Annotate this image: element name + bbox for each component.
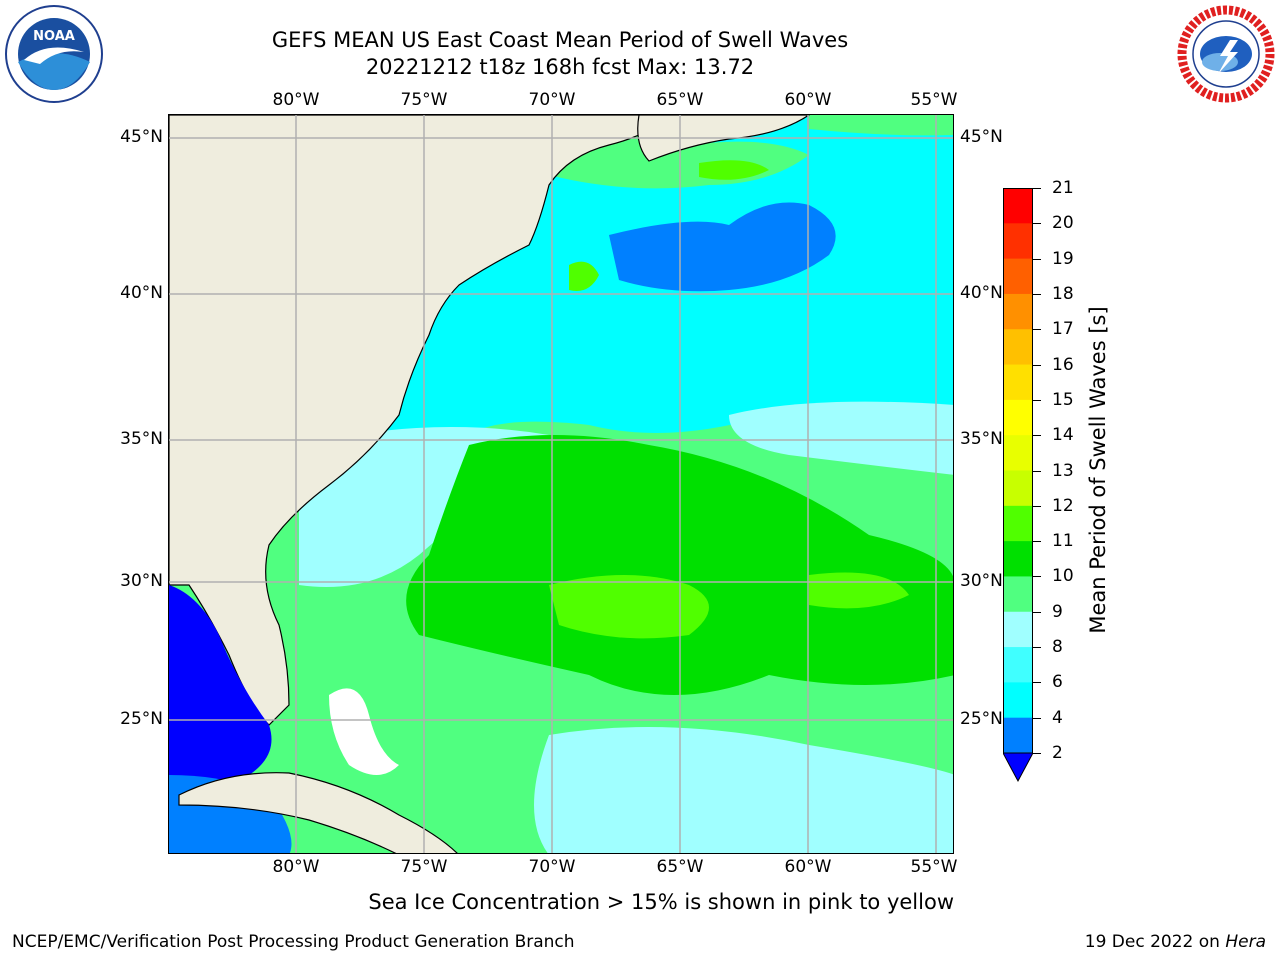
chart-title: GEFS MEAN US East Coast Mean Period of S… xyxy=(271,28,849,52)
colorbar-tick-label: 4 xyxy=(1052,707,1063,728)
colorbar-tick-label: 10 xyxy=(1052,566,1074,587)
lime-patch-georges xyxy=(569,261,599,291)
lon-label-top-65w: 65°W xyxy=(656,90,704,110)
colorbar-tick-mark xyxy=(1033,647,1041,649)
footer-date-text: 19 Dec 2022 on xyxy=(1084,932,1226,952)
lightcyan-region-east xyxy=(729,401,953,475)
lat-label-right-35n: 35°N xyxy=(960,429,1003,449)
lat-label-left-25n: 25°N xyxy=(120,709,163,729)
lat-label-left-30n: 30°N xyxy=(120,571,163,591)
colorbar-tick-mark xyxy=(1033,329,1041,331)
lon-label-top-70w: 70°W xyxy=(528,90,576,110)
lon-label-bottom-80w: 80°W xyxy=(272,857,320,877)
colorbar-segment xyxy=(1003,223,1033,260)
colorbar-tick-mark xyxy=(1033,717,1041,719)
colorbar-tick-mark xyxy=(1033,470,1041,472)
lon-label-bottom-75w: 75°W xyxy=(400,857,448,877)
colorbar xyxy=(1003,188,1033,783)
footer-organization: NCEP/EMC/Verification Post Processing Pr… xyxy=(12,932,575,952)
lat-label-right-25n: 25°N xyxy=(960,709,1003,729)
lat-label-left-40n: 40°N xyxy=(120,283,163,303)
colorbar-tick-label: 12 xyxy=(1052,495,1074,516)
map-panel xyxy=(168,114,954,854)
lat-label-right-30n: 30°N xyxy=(960,571,1003,591)
swell-period-map xyxy=(169,115,953,853)
colorbar-extend-arrow xyxy=(1003,752,1033,783)
colorbar-label: Mean Period of Swell Waves [s] xyxy=(1086,306,1110,634)
lat-label-right-45n: 45°N xyxy=(960,127,1003,147)
colorbar-segment xyxy=(1003,188,1033,224)
gulf-of-mexico-region xyxy=(169,585,272,780)
chart-subtitle: 20221212 t18z 168h fcst Max: 13.72 xyxy=(365,55,755,79)
colorbar-segment xyxy=(1003,505,1033,542)
lightcyan-region-south xyxy=(534,727,953,853)
colorbar-segment xyxy=(1003,258,1033,295)
colorbar-tick-label: 8 xyxy=(1052,637,1063,658)
lon-label-top-75w: 75°W xyxy=(400,90,448,110)
footer-date: 19 Dec 2022 on Hera xyxy=(1085,932,1266,952)
colorbar-tick-label: 13 xyxy=(1052,460,1074,481)
colorbar-tick-label: 19 xyxy=(1052,248,1074,269)
land-cuba xyxy=(178,772,458,853)
colorbar-segment xyxy=(1003,576,1033,613)
colorbar-tick-label: 17 xyxy=(1052,319,1074,340)
lat-label-left-35n: 35°N xyxy=(120,429,163,449)
colorbar-tick-mark xyxy=(1033,364,1041,366)
lon-label-top-55w: 55°W xyxy=(910,90,958,110)
colorbar-tick-label: 2 xyxy=(1052,743,1063,763)
colorbar-tick-mark xyxy=(1033,682,1041,684)
colorbar-tick-mark xyxy=(1033,753,1041,754)
colorbar-tick-mark xyxy=(1033,541,1041,543)
lon-label-top-80w: 80°W xyxy=(272,90,320,110)
colorbar-segment xyxy=(1003,470,1033,507)
colorbar-segment xyxy=(1003,611,1033,648)
lon-label-bottom-60w: 60°W xyxy=(784,857,832,877)
colorbar-segment xyxy=(1003,399,1033,436)
colorbar-tick-label: 18 xyxy=(1052,283,1074,304)
colorbar-tick-mark xyxy=(1033,576,1041,578)
colorbar-segment xyxy=(1003,541,1033,577)
lon-label-bottom-55w: 55°W xyxy=(910,857,958,877)
lon-label-top-60w: 60°W xyxy=(784,90,832,110)
colorbar-tick-mark xyxy=(1033,258,1041,260)
sea-ice-note: Sea Ice Concentration > 15% is shown in … xyxy=(368,890,954,914)
colorbar-tick-mark xyxy=(1033,505,1041,507)
colorbar-tick-label: 11 xyxy=(1052,531,1074,552)
lime-patch-nova-scotia xyxy=(699,160,769,180)
colorbar-tick-mark xyxy=(1033,293,1041,295)
colorbar-tick-label: 9 xyxy=(1052,601,1063,622)
noaa-logo: NOAA xyxy=(5,5,103,103)
colorbar-segment xyxy=(1003,329,1033,366)
graticule xyxy=(169,115,953,853)
colorbar-tick-mark xyxy=(1033,611,1041,613)
lon-label-bottom-65w: 65°W xyxy=(656,857,704,877)
colorbar-tick-label: 21 xyxy=(1052,178,1074,198)
colorbar-tick-label: 14 xyxy=(1052,425,1074,446)
blue-region-ne xyxy=(609,202,836,292)
colorbar-segment xyxy=(1003,364,1033,401)
green-patch-northeast xyxy=(809,115,953,136)
colorbar-tick-mark xyxy=(1033,223,1041,225)
colorbar-tick-mark xyxy=(1033,435,1041,437)
nws-logo xyxy=(1177,5,1275,103)
svg-text:NOAA: NOAA xyxy=(33,29,75,44)
colorbar-segment xyxy=(1003,647,1033,683)
colorbar-segment xyxy=(1003,293,1033,330)
lime-patch-1 xyxy=(549,575,709,639)
colorbar-tick-label: 15 xyxy=(1052,389,1074,410)
lon-label-bottom-70w: 70°W xyxy=(528,857,576,877)
colorbar-tick-label: 6 xyxy=(1052,672,1063,693)
colorbar-segment xyxy=(1003,435,1033,471)
footer-host: Hera xyxy=(1225,932,1266,952)
colorbar-tick-label: 20 xyxy=(1052,213,1074,234)
colorbar-tick-label: 16 xyxy=(1052,354,1074,375)
lat-label-right-40n: 40°N xyxy=(960,283,1003,303)
colorbar-segment xyxy=(1003,717,1033,754)
colorbar-tick-mark xyxy=(1033,399,1041,401)
colorbar-tick-mark xyxy=(1033,188,1041,189)
lat-label-left-45n: 45°N xyxy=(120,127,163,147)
colorbar-segment xyxy=(1003,682,1033,719)
bahamas-shallow-area xyxy=(329,688,399,775)
